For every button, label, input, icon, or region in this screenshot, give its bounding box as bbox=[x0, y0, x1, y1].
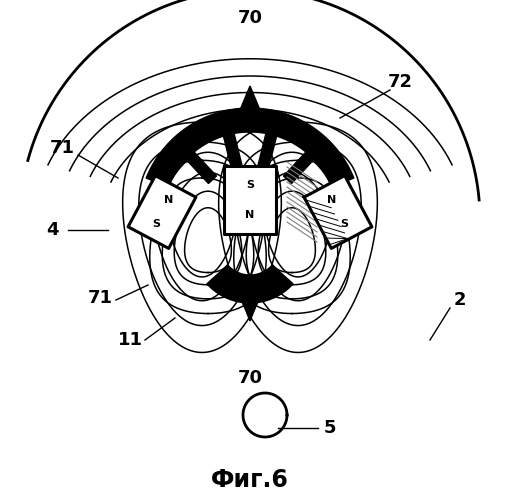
Polygon shape bbox=[242, 301, 258, 321]
Text: N: N bbox=[245, 210, 254, 220]
Polygon shape bbox=[258, 132, 277, 168]
Polygon shape bbox=[128, 176, 196, 248]
Text: 72: 72 bbox=[387, 73, 413, 91]
Text: 71: 71 bbox=[88, 289, 112, 307]
Text: N: N bbox=[327, 196, 336, 205]
Text: S: S bbox=[152, 218, 160, 228]
Text: S: S bbox=[246, 180, 254, 190]
Text: 4: 4 bbox=[46, 221, 58, 239]
Text: 70: 70 bbox=[237, 9, 263, 27]
Text: 2: 2 bbox=[454, 291, 466, 309]
Polygon shape bbox=[240, 86, 260, 110]
Text: 5: 5 bbox=[324, 419, 336, 437]
Text: N: N bbox=[163, 196, 173, 205]
Polygon shape bbox=[223, 132, 242, 168]
Polygon shape bbox=[283, 150, 315, 184]
Polygon shape bbox=[207, 265, 293, 303]
Polygon shape bbox=[184, 150, 216, 184]
Text: S: S bbox=[340, 218, 348, 228]
Polygon shape bbox=[304, 176, 372, 248]
Polygon shape bbox=[224, 166, 276, 234]
Text: 70: 70 bbox=[237, 369, 263, 387]
Text: Фиг.6: Фиг.6 bbox=[211, 468, 289, 492]
Polygon shape bbox=[146, 108, 354, 187]
Text: 11: 11 bbox=[117, 331, 143, 349]
Text: 71: 71 bbox=[49, 139, 75, 157]
